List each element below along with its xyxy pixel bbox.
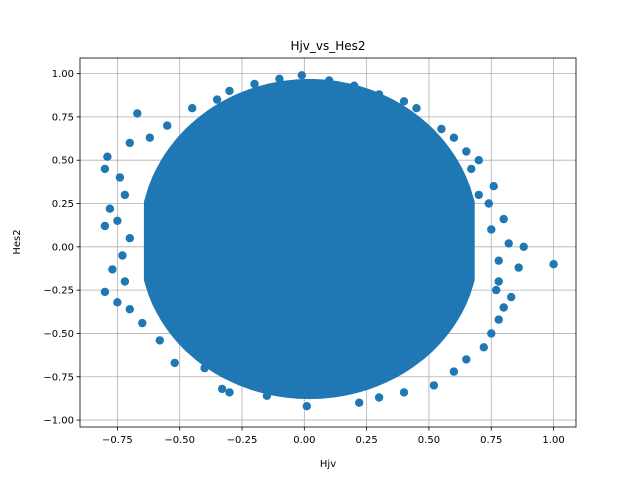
scatter-point	[350, 294, 359, 303]
x-tick-label: 1.00	[542, 435, 564, 446]
scatter-point	[100, 221, 110, 231]
scatter-point	[484, 199, 493, 208]
scatter-point	[494, 256, 503, 265]
scatter-point	[138, 318, 147, 328]
scatter-point	[467, 164, 476, 174]
x-tick-label: 0.25	[356, 435, 378, 446]
scatter-point	[479, 343, 488, 352]
scatter-point	[250, 79, 259, 89]
y-tick-label: 0.00	[52, 242, 74, 253]
scatter-point	[474, 190, 483, 200]
scatter-point	[275, 74, 284, 84]
scatter-point	[474, 156, 483, 165]
scatter-point	[125, 138, 134, 148]
y-tick-label: 1.00	[52, 69, 74, 80]
scatter-point	[120, 190, 130, 200]
y-axis-ticks: −1.00 −0.75 −0.50 −0.25 0.00 0.25 0.50 0.75 1.00	[43, 69, 80, 427]
scatter-point	[449, 133, 459, 142]
scatter-point	[399, 97, 409, 106]
scatter-point	[118, 251, 127, 260]
scatter-point	[125, 305, 134, 314]
scatter-points	[100, 71, 558, 411]
scatter-point	[100, 164, 110, 174]
scatter-point	[494, 277, 503, 286]
scatter-point	[217, 384, 227, 394]
scatter-point	[519, 242, 528, 251]
scatter-point	[133, 109, 142, 118]
x-tick-label: −0.25	[227, 435, 258, 446]
plot-area-frame	[79, 57, 577, 428]
y-tick-label: 0.50	[52, 156, 74, 167]
scatter-point	[399, 388, 409, 397]
y-tick-label: −0.25	[43, 286, 74, 297]
scatter-point	[212, 95, 222, 104]
scatter-point	[325, 76, 334, 85]
scatter-point	[300, 329, 309, 338]
scatter-point	[412, 104, 421, 113]
point-cloud-body	[143, 79, 475, 400]
scatter-point	[449, 367, 459, 376]
y-tick-label: 0.25	[52, 199, 74, 210]
scatter-point	[549, 260, 558, 269]
scatter-point	[437, 124, 446, 134]
scatter-point	[325, 208, 334, 217]
scatter-point	[489, 182, 498, 191]
scatter-point	[125, 234, 134, 243]
scatter-point	[225, 86, 234, 96]
scatter-point	[200, 363, 209, 373]
scatter-point	[113, 216, 122, 225]
y-tick-label: −0.50	[43, 329, 74, 340]
scatter-point	[225, 388, 234, 397]
scatter-point	[492, 285, 501, 295]
scatter-point	[374, 90, 384, 99]
scatter-point	[350, 81, 359, 90]
scatter-point	[507, 292, 516, 302]
scatter-point	[494, 315, 503, 324]
scatter-point	[170, 358, 179, 368]
y-axis-label: Hes2	[12, 229, 23, 254]
x-tick-label: −0.50	[164, 435, 195, 446]
scatter-point	[145, 133, 154, 142]
scatter-point	[504, 239, 513, 248]
scatter-point	[487, 329, 496, 338]
scatter-point	[115, 173, 125, 182]
scatter-point	[262, 391, 272, 400]
scatter-point	[163, 121, 172, 130]
scatter-point	[100, 287, 110, 297]
scatter-point	[499, 303, 508, 312]
dense-point-cloud	[143, 79, 475, 400]
chart-title: Hjv_vs_Hes2	[290, 39, 365, 53]
y-tick-label: −0.75	[43, 372, 74, 383]
x-axis-label: Hjv	[320, 459, 336, 470]
x-tick-label: −0.75	[102, 435, 133, 446]
scatter-point	[462, 355, 471, 364]
scatter-point	[297, 71, 306, 80]
scatter-point	[374, 393, 384, 402]
scatter-point	[103, 152, 112, 161]
x-tick-label: 0.50	[418, 435, 440, 446]
y-tick-label: 0.75	[52, 112, 74, 123]
y-tick-label: −1.00	[43, 416, 74, 427]
scatter-point	[355, 398, 364, 407]
scatter-point	[302, 402, 311, 411]
scatter-point	[225, 277, 234, 286]
scatter-point	[487, 225, 496, 234]
scatter-point	[113, 298, 122, 307]
scatter-point	[499, 214, 508, 224]
scatter-point	[155, 336, 164, 345]
scatter-point	[462, 147, 471, 156]
x-tick-label: 0.75	[480, 435, 502, 446]
scatter-point	[120, 277, 130, 286]
scatter-point	[514, 263, 523, 272]
scatter-point	[188, 104, 197, 113]
scatter-point	[429, 381, 439, 390]
scatter-point	[108, 265, 117, 274]
scatter-point	[105, 204, 115, 213]
scatter-point	[250, 225, 259, 234]
x-tick-label: 0.00	[293, 435, 315, 446]
x-axis-ticks: −0.75 −0.50 −0.25 0.00 0.25 0.50 0.75 1.00	[102, 427, 565, 446]
